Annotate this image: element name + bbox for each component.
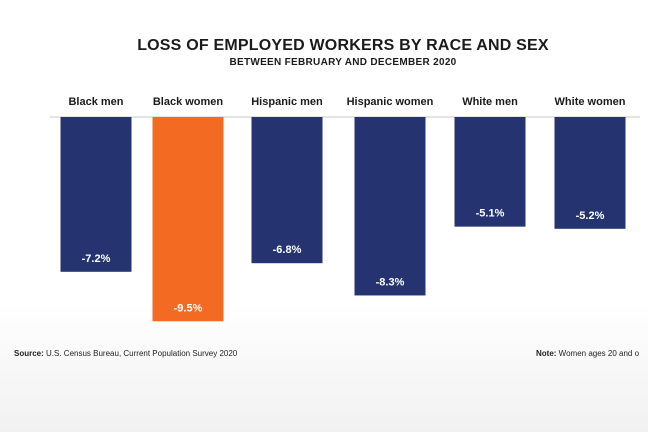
bar [454, 117, 526, 227]
bar [152, 117, 224, 322]
data-label: -7.2% [82, 253, 111, 265]
data-label: -5.2% [576, 210, 605, 222]
category-label: Black women [153, 96, 224, 108]
category-label: Black men [68, 96, 123, 108]
chart-subtitle: BETWEEN FEBRUARY AND DECEMBER 2020 [229, 57, 457, 68]
category-label: White men [462, 96, 518, 108]
data-label: -8.3% [376, 276, 405, 288]
category-label: Hispanic women [347, 96, 434, 108]
data-label: -5.1% [476, 208, 505, 220]
category-label: White women [555, 96, 626, 108]
source-note: Source: U.S. Census Bureau, Current Popu… [14, 349, 237, 358]
bar [354, 117, 426, 296]
note-label: Note: [536, 349, 557, 358]
bar [554, 117, 626, 229]
data-label: -9.5% [174, 302, 203, 314]
chart-title: LOSS OF EMPLOYED WORKERS BY RACE AND SEX [137, 37, 549, 54]
data-label: -6.8% [273, 244, 302, 256]
source-text: U.S. Census Bureau, Current Population S… [43, 349, 238, 358]
bar [60, 117, 132, 272]
note-text: Women ages 20 and o [556, 349, 640, 358]
category-label: Hispanic men [251, 96, 323, 108]
bar [251, 117, 323, 264]
footer-note: Note: Women ages 20 and o [536, 349, 639, 358]
source-label: Source: [14, 349, 44, 358]
